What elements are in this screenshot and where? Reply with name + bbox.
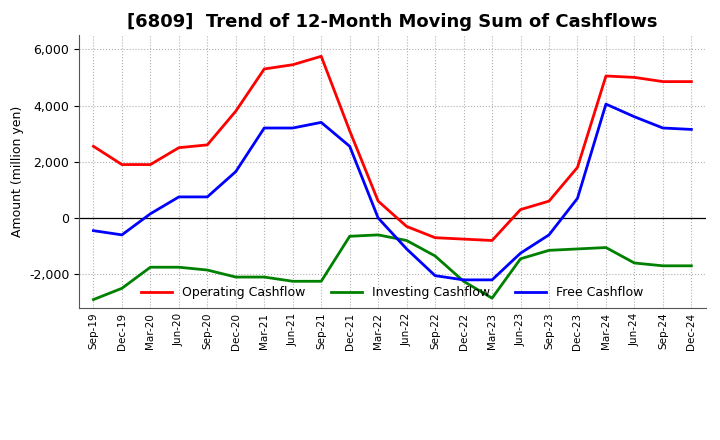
Operating Cashflow bbox=[260, 66, 269, 72]
Free Cashflow bbox=[659, 125, 667, 131]
Operating Cashflow bbox=[232, 109, 240, 114]
Line: Investing Cashflow: Investing Cashflow bbox=[94, 235, 691, 300]
Free Cashflow bbox=[317, 120, 325, 125]
Operating Cashflow bbox=[402, 224, 411, 229]
Free Cashflow bbox=[573, 196, 582, 201]
Operating Cashflow bbox=[117, 162, 126, 167]
Y-axis label: Amount (million yen): Amount (million yen) bbox=[11, 106, 24, 237]
Investing Cashflow bbox=[374, 232, 382, 238]
Investing Cashflow bbox=[459, 279, 468, 284]
Operating Cashflow bbox=[659, 79, 667, 84]
Line: Free Cashflow: Free Cashflow bbox=[94, 104, 691, 280]
Free Cashflow bbox=[374, 215, 382, 220]
Free Cashflow bbox=[146, 211, 155, 216]
Free Cashflow bbox=[516, 250, 525, 256]
Investing Cashflow bbox=[659, 263, 667, 268]
Investing Cashflow bbox=[174, 264, 183, 270]
Title: [6809]  Trend of 12-Month Moving Sum of Cashflows: [6809] Trend of 12-Month Moving Sum of C… bbox=[127, 13, 657, 31]
Free Cashflow bbox=[602, 102, 611, 107]
Free Cashflow bbox=[289, 125, 297, 131]
Investing Cashflow bbox=[573, 246, 582, 252]
Investing Cashflow bbox=[431, 253, 439, 259]
Operating Cashflow bbox=[602, 73, 611, 79]
Free Cashflow bbox=[487, 277, 496, 282]
Operating Cashflow bbox=[289, 62, 297, 67]
Operating Cashflow bbox=[317, 54, 325, 59]
Free Cashflow bbox=[459, 277, 468, 282]
Free Cashflow bbox=[232, 169, 240, 174]
Free Cashflow bbox=[203, 194, 212, 200]
Investing Cashflow bbox=[260, 275, 269, 280]
Investing Cashflow bbox=[602, 245, 611, 250]
Investing Cashflow bbox=[402, 238, 411, 243]
Operating Cashflow bbox=[146, 162, 155, 167]
Investing Cashflow bbox=[117, 286, 126, 291]
Investing Cashflow bbox=[687, 263, 696, 268]
Free Cashflow bbox=[346, 143, 354, 149]
Legend: Operating Cashflow, Investing Cashflow, Free Cashflow: Operating Cashflow, Investing Cashflow, … bbox=[136, 282, 649, 304]
Operating Cashflow bbox=[687, 79, 696, 84]
Free Cashflow bbox=[174, 194, 183, 200]
Operating Cashflow bbox=[174, 145, 183, 150]
Operating Cashflow bbox=[431, 235, 439, 240]
Free Cashflow bbox=[117, 232, 126, 238]
Free Cashflow bbox=[630, 114, 639, 119]
Operating Cashflow bbox=[203, 142, 212, 147]
Investing Cashflow bbox=[289, 279, 297, 284]
Operating Cashflow bbox=[545, 198, 554, 204]
Line: Operating Cashflow: Operating Cashflow bbox=[94, 56, 691, 241]
Free Cashflow bbox=[89, 228, 98, 233]
Investing Cashflow bbox=[232, 275, 240, 280]
Operating Cashflow bbox=[89, 143, 98, 149]
Operating Cashflow bbox=[374, 198, 382, 204]
Investing Cashflow bbox=[317, 279, 325, 284]
Operating Cashflow bbox=[516, 207, 525, 212]
Investing Cashflow bbox=[487, 296, 496, 301]
Operating Cashflow bbox=[459, 236, 468, 242]
Investing Cashflow bbox=[346, 234, 354, 239]
Operating Cashflow bbox=[573, 165, 582, 170]
Investing Cashflow bbox=[146, 264, 155, 270]
Investing Cashflow bbox=[203, 268, 212, 273]
Free Cashflow bbox=[431, 273, 439, 278]
Operating Cashflow bbox=[630, 75, 639, 80]
Operating Cashflow bbox=[346, 128, 354, 133]
Investing Cashflow bbox=[516, 256, 525, 261]
Investing Cashflow bbox=[89, 297, 98, 302]
Operating Cashflow bbox=[487, 238, 496, 243]
Free Cashflow bbox=[687, 127, 696, 132]
Free Cashflow bbox=[260, 125, 269, 131]
Free Cashflow bbox=[545, 232, 554, 238]
Free Cashflow bbox=[402, 246, 411, 252]
Investing Cashflow bbox=[630, 260, 639, 266]
Investing Cashflow bbox=[545, 248, 554, 253]
